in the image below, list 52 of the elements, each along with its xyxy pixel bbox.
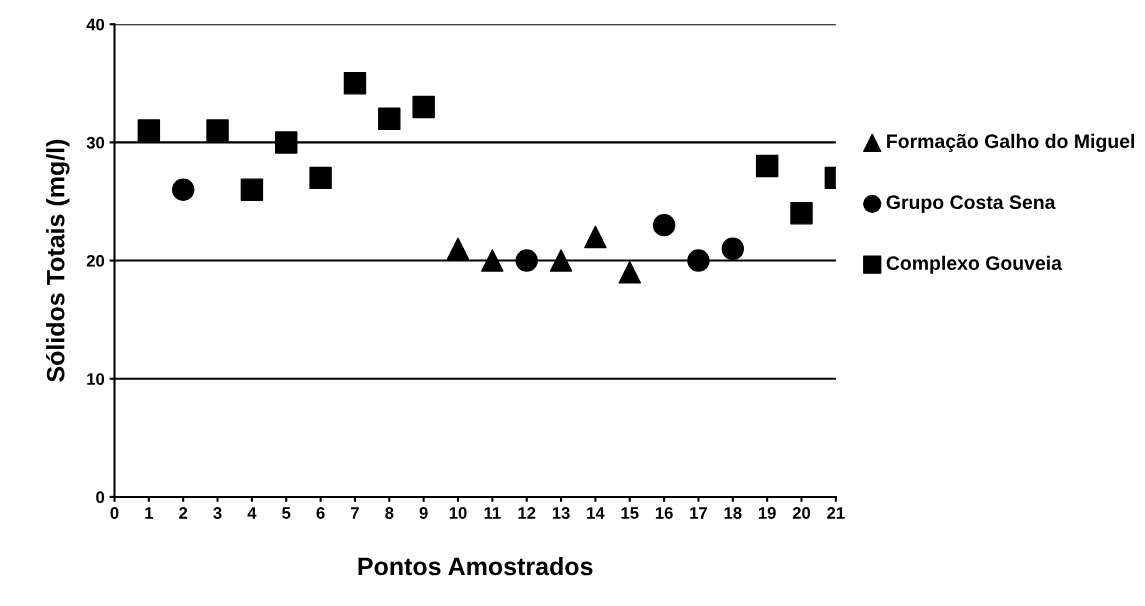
point bbox=[549, 249, 573, 272]
x-tick-label: 10 bbox=[449, 507, 467, 519]
point bbox=[721, 237, 745, 260]
legend-label: Complexo Gouveia bbox=[886, 255, 1063, 274]
x-tick-label: 13 bbox=[552, 507, 570, 519]
point bbox=[618, 261, 641, 284]
point bbox=[309, 166, 332, 190]
x-tick-label: 16 bbox=[655, 507, 673, 519]
point bbox=[446, 237, 470, 260]
point bbox=[171, 178, 195, 201]
x-tick-label: 1 bbox=[145, 507, 154, 519]
point bbox=[790, 202, 813, 225]
x-tick-label: 18 bbox=[724, 507, 742, 519]
point bbox=[343, 72, 367, 95]
x-tick-label: 11 bbox=[484, 507, 501, 519]
legend-label: Formação Galho do Miguel bbox=[887, 133, 1135, 153]
x-tick-label: 20 bbox=[792, 507, 811, 519]
point bbox=[378, 107, 401, 131]
point bbox=[206, 119, 229, 142]
x-tick-label: 2 bbox=[179, 507, 188, 519]
point bbox=[755, 154, 779, 178]
x-tick-label: 0 bbox=[110, 507, 119, 519]
x-tick-label: 21 bbox=[827, 507, 845, 519]
x-tick-label: 8 bbox=[385, 507, 394, 519]
point bbox=[240, 178, 264, 201]
x-tick-label: 4 bbox=[247, 507, 257, 519]
x-tick-label: 17 bbox=[690, 507, 707, 519]
point bbox=[137, 119, 161, 142]
point bbox=[275, 131, 298, 154]
point bbox=[584, 225, 607, 249]
y-tick-label: 10 bbox=[87, 373, 105, 385]
x-tick-label: 6 bbox=[316, 507, 325, 519]
y-tick-label: 20 bbox=[86, 254, 105, 267]
y-axis-title: Sólidos Totais (mg/l) bbox=[45, 139, 70, 382]
point bbox=[481, 249, 504, 272]
point bbox=[515, 249, 538, 272]
x-tick-label: 5 bbox=[282, 507, 291, 519]
y-tick-label: 30 bbox=[86, 136, 105, 149]
y-tick-label: 40 bbox=[86, 18, 105, 31]
x-tick-label: 3 bbox=[213, 507, 222, 519]
y-tick-label: 0 bbox=[96, 491, 105, 504]
x-tick-label: 7 bbox=[351, 507, 359, 519]
x-tick-label: 12 bbox=[518, 507, 536, 519]
point bbox=[687, 249, 710, 272]
legend-label: Grupo Costa Sena bbox=[886, 195, 1056, 213]
x-tick-label: 19 bbox=[758, 507, 776, 519]
x-axis-title: Pontos Amostrados bbox=[358, 556, 593, 576]
x-tick-label: 14 bbox=[587, 507, 605, 519]
x-tick-label: 9 bbox=[419, 507, 428, 519]
point bbox=[412, 95, 435, 119]
x-tick-label: 15 bbox=[621, 507, 639, 519]
point bbox=[652, 213, 676, 237]
